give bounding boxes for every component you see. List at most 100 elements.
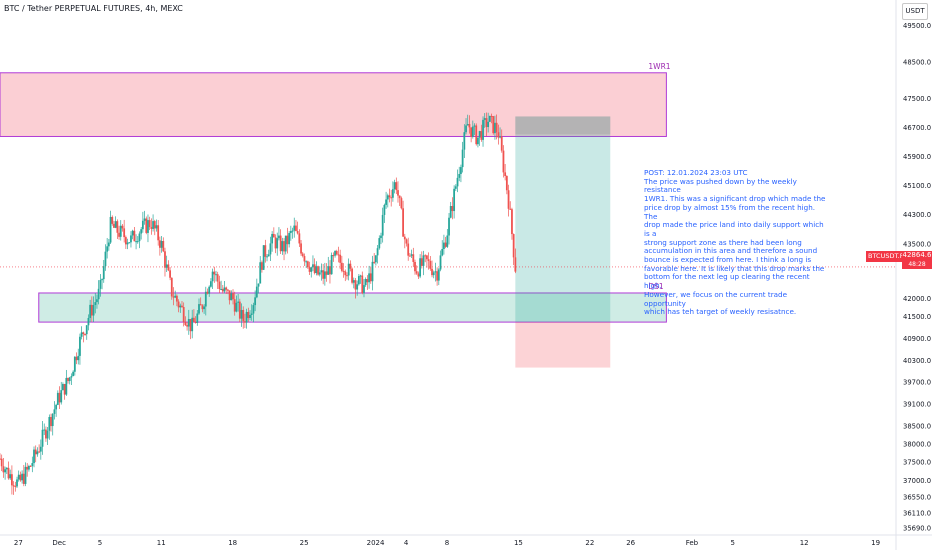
candle-body [111,216,114,224]
candle-body [262,245,265,270]
currency-button[interactable]: USDT [902,3,928,20]
candle-body [346,275,348,277]
candle-body [497,132,500,138]
candle-body [152,221,154,229]
candle-body [189,318,192,332]
candle-body [206,291,209,294]
candle-body [124,237,127,245]
candle-body [342,270,345,272]
candle-body [505,175,508,191]
candle-body [443,242,445,249]
candle-body [376,248,379,256]
candle-body [512,234,515,258]
x-tick-label: 12 [800,539,809,547]
candle-body [90,304,93,316]
candle-body [332,255,335,257]
candle-body [398,195,401,199]
candle-body [357,276,360,285]
candle-body [337,254,340,256]
candle-body [158,240,161,248]
candle-body [429,260,432,269]
x-tick-label: 15 [514,539,523,547]
candle-body [329,266,331,275]
candle-body [264,245,267,257]
note-line: drop made the price land into daily supp… [644,220,824,238]
position-target-area [515,116,611,323]
candle-body [70,376,73,378]
candle-body [72,371,75,377]
candle-body [266,256,268,258]
candle-body [461,149,464,168]
y-tick-label: 46700.0 [903,124,931,132]
candle-body [395,182,398,191]
candle-body [218,281,221,290]
candle-body [113,223,115,228]
candle-body [288,233,291,245]
candle-body [334,251,336,256]
candle-body [393,182,396,190]
candle-body [58,392,61,403]
position-header [515,116,611,135]
candle-body [300,243,302,254]
candle-body [242,309,245,322]
chart-title: BTC / Tether PERPETUAL FUTURES, 4h, MEXC [4,4,183,13]
candle-body [184,322,187,326]
candle-body [271,233,274,244]
candle-body [312,264,314,268]
candle-body [4,469,7,473]
candle-body [130,235,132,243]
candle-body [22,473,25,484]
position-stop-area [515,322,611,368]
candle-body [0,458,3,467]
candle-body [378,238,381,249]
candle-body [153,221,156,229]
candle-body [26,466,29,470]
candle-body [28,465,30,470]
candle-body [269,243,272,255]
x-tick-label: 2024 [367,539,385,547]
candle-body [24,466,27,484]
x-tick-label: 18 [228,539,237,547]
candle-body [169,270,171,278]
candle-body [369,273,372,282]
candle-body [63,384,66,395]
candle-body [118,232,120,237]
candle-body [500,136,503,151]
candle-body [323,271,326,279]
candle-body [454,186,457,189]
y-tick-label: 40900.0 [903,335,931,343]
candle-body [179,305,182,308]
candle-body [107,242,110,247]
note-line: accumulation in this area and therefore … [644,246,818,256]
candle-body [29,465,32,467]
candle-body [89,304,92,318]
note-line: which has teh target of weekly resisatnc… [644,307,797,317]
candle-body [31,463,34,467]
candle-body [208,286,211,294]
candle-body [194,321,197,324]
candle-body [123,228,126,238]
candle-body [141,220,144,230]
candle-body [106,246,109,252]
candle-body [449,206,452,218]
note-line: price drop by almost 15% from the recent… [644,202,816,221]
candle-body [233,299,236,312]
candle-body [502,150,505,173]
y-tick-label: 45900.0 [903,153,931,161]
candle-body [92,305,95,316]
candle-body [509,208,512,210]
candle-body [368,273,370,283]
candle-body [335,251,338,255]
candle-body [215,274,217,276]
candle-body [339,254,342,263]
candle-body [315,266,318,274]
candle-body [235,302,238,312]
candle-body [225,287,228,290]
candle-body [414,261,416,272]
candle-body [46,430,49,439]
candle-body [34,449,37,455]
candle-body [279,235,282,252]
y-tick-label: 41500.0 [903,313,931,321]
candle-body [252,305,255,314]
